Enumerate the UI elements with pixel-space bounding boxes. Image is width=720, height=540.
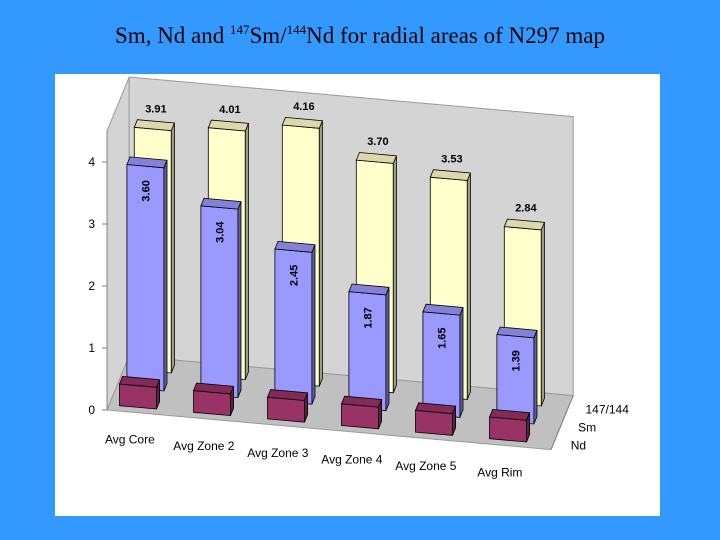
data-label: 3.04 (214, 221, 226, 243)
bar-Sm-top (422, 303, 464, 316)
depth-axis-line (550, 395, 574, 450)
bar-Sm-top (496, 326, 538, 339)
bar-Sm-side (311, 244, 316, 405)
data-label: 4.01 (219, 104, 240, 116)
category-label: Avg Rim (477, 466, 522, 480)
bar-Nd-top (118, 375, 161, 388)
series-label: 147/144 (586, 403, 630, 417)
category-label: Avg Zone 2 (173, 439, 234, 453)
bar-Sm-top (348, 283, 390, 296)
data-label: 1.87 (362, 307, 374, 328)
series-label: Sm (578, 421, 596, 435)
bar-Nd-front (489, 416, 527, 443)
bar-147144-top (207, 119, 249, 132)
bar-147144-top (503, 218, 545, 231)
title-sup2: 144 (286, 22, 307, 37)
side-wall (106, 76, 130, 411)
data-label: 4.16 (293, 101, 314, 113)
bar-Sm-side (163, 160, 168, 392)
bar-147144-side (540, 222, 545, 407)
bar-Sm-side (385, 287, 390, 411)
bar-Nd-front (193, 390, 231, 417)
data-label: 3.53 (441, 153, 462, 165)
bar-Nd-top (414, 402, 457, 415)
bar-147144-side (318, 120, 323, 387)
bar-147144-side (392, 155, 397, 393)
bar-Sm-side (533, 330, 538, 425)
bar-Nd-front (415, 409, 453, 436)
bar-Nd-top (488, 408, 531, 421)
bar-Nd-top (192, 382, 235, 395)
title-sup1: 147 (230, 22, 250, 37)
bar-Nd-top (266, 389, 309, 401)
data-label: 3.91 (145, 103, 166, 115)
bar-Nd-front (267, 396, 305, 423)
slide-title: Sm, Nd and 147Sm/144Nd for radial areas … (0, 22, 720, 49)
data-label: 2.84 (515, 203, 537, 215)
bar-chart-3d: 0 1 2 3 4 3.91 4.01 4.16 3.70 3.53 2.84 3.60 3.04 2.4… (88, 76, 630, 480)
data-label: 2.45 (288, 265, 300, 286)
bar-147144-top (355, 152, 397, 164)
bar-Sm-top (274, 240, 316, 253)
category-label: Avg Zone 5 (395, 459, 456, 473)
bar-Sm-top (126, 156, 168, 169)
bar-147144-side (244, 123, 249, 380)
y-tick-label: 4 (88, 155, 95, 169)
bar-Nd-front (341, 403, 379, 430)
category-label: Avg Core (105, 433, 155, 447)
bar-Nd-front (119, 383, 157, 410)
bar-147144-side (170, 122, 175, 374)
bar-147144-top (281, 116, 323, 129)
title-part2: Sm/ (249, 23, 287, 48)
y-tick-label: 1 (88, 341, 95, 355)
y-tick-label: 0 (88, 403, 95, 417)
title-part3: Nd for radial areas of N297 map (306, 23, 605, 48)
data-label: 3.60 (140, 180, 152, 201)
bar-Sm-top (200, 197, 242, 210)
bar-Sm-side (237, 201, 242, 398)
y-tick-label: 3 (88, 217, 95, 231)
bar-Nd-top (340, 395, 383, 408)
chart-panel: 0 1 2 3 4 3.91 4.01 4.16 3.70 3.53 2.84 3.60 3.04 2.4… (55, 74, 660, 516)
series-label: Nd (571, 439, 586, 453)
data-label: 3.70 (367, 136, 388, 148)
bar-147144-side (466, 172, 471, 400)
category-label: Avg Zone 4 (321, 452, 382, 466)
bar-Sm-side (459, 307, 464, 418)
bar-147144-top (133, 119, 175, 132)
data-label: 1.65 (436, 327, 448, 348)
category-label: Avg Zone 3 (247, 446, 308, 460)
title-part1: Sm, Nd and (115, 23, 231, 48)
data-label: 1.39 (510, 350, 522, 371)
y-tick-label: 2 (88, 279, 95, 293)
bar-147144-top (429, 169, 471, 181)
